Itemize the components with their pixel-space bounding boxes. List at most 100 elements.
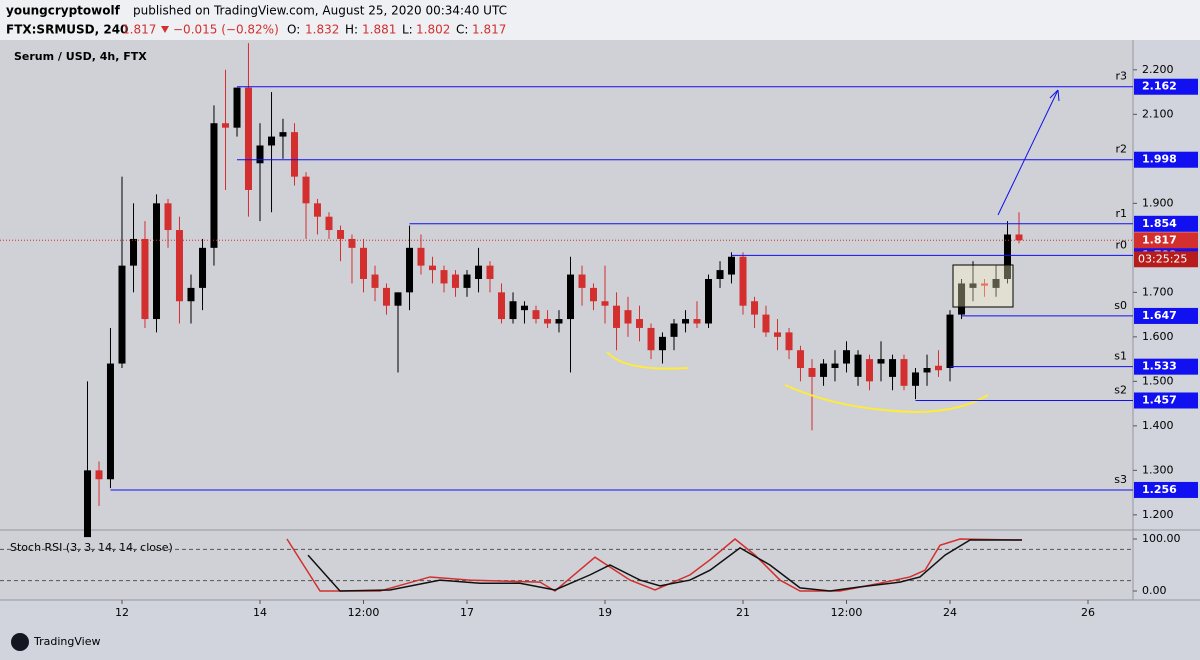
level-name: s1 [1114,350,1127,363]
candle-body [337,230,345,239]
candle-body [934,365,942,371]
candle-body [175,230,183,302]
last-price-label: 1.817 [1142,233,1177,246]
candle-body [394,292,402,306]
last-price-box [1134,232,1198,249]
y-tick-label: 1.900 [1142,196,1174,209]
level-box [1134,307,1198,324]
candle-body [141,238,149,320]
level-name: s3 [1114,473,1127,486]
level-name: s0 [1114,299,1127,312]
candle-body [808,368,816,377]
candle-body [658,336,666,351]
candle-body [923,368,931,373]
level-box [1134,481,1198,498]
y-tick-label: 1.400 [1142,419,1174,432]
candle-body [544,319,552,324]
y-tick-label: 1.600 [1142,330,1174,343]
candle-body [520,305,528,311]
candle-body [498,292,506,320]
candle-body [578,274,586,288]
candle-body [152,203,160,320]
level-value: 1.256 [1142,483,1177,496]
candle-body [969,283,977,288]
candle-body [912,372,920,386]
candle-body [567,274,575,320]
down-arrow [161,26,169,33]
candle-body [820,363,828,377]
highlight-box [952,264,1014,308]
candle-body [1003,234,1011,279]
candle-body [256,145,264,164]
y-tick-label: 1.700 [1142,285,1174,298]
candle-body [244,87,252,190]
candle-body [210,123,218,248]
level-name: r1 [1115,207,1127,220]
candle-body [463,274,471,288]
level-value: 1.457 [1142,393,1177,406]
plot-bg [0,40,1133,530]
y-tick-label: 2.200 [1142,63,1174,76]
header-bg [0,0,1200,40]
yellow-curve [606,351,689,370]
candle-body [118,265,126,364]
candle-body [727,256,735,275]
candle-body [1015,234,1023,241]
quote-price: 1.817 [122,23,156,37]
low-label: L: [402,23,413,37]
y-tick-label: 2.100 [1142,107,1174,120]
yellow-curve [784,384,989,414]
candle-body [359,247,367,279]
stoch-line [307,539,1022,592]
candle-body [187,287,195,302]
high-value: 1.881 [362,23,396,37]
x-tick-label: 12 [115,606,129,619]
x-tick-label: 21 [736,606,750,619]
candle-body [279,132,287,137]
level-value: 2.162 [1142,80,1177,93]
candle-body [992,278,1000,288]
y-tick-label: 100.00 [1142,532,1181,545]
candle-body [509,301,517,320]
candle-body [958,283,966,315]
low-value: 1.802 [416,23,450,37]
y-tick-label: 1.300 [1142,463,1174,476]
candle-body [670,323,678,337]
candle-body [233,87,241,128]
level-name: s2 [1114,383,1127,396]
candle-body [601,301,609,306]
level-box [1134,151,1198,168]
candle-body [762,314,770,333]
published: published on TradingView.com, August 25,… [133,4,507,18]
level-box [1134,78,1198,95]
annotations [606,89,1060,414]
candle-body [716,270,724,279]
arrow-line [997,89,1059,216]
high-label: H: [345,23,358,37]
stoch-bg [0,530,1133,600]
x-tick-label: 19 [598,606,612,619]
candle-body [382,287,390,306]
candle-body [647,327,655,351]
x-tick-label: 12:00 [348,606,380,619]
x-tick-label: 17 [460,606,474,619]
level-box [1134,358,1198,375]
candle-body [854,354,862,377]
symbol: FTX:SRMUSD, 240 [6,23,128,37]
candle-body [889,359,897,377]
candle-body [785,332,793,351]
quote-change: −0.015 (−0.82%) [173,23,279,37]
arrow-head [1049,89,1060,102]
candle-body [739,256,747,306]
x-tick-label: 26 [1081,606,1095,619]
candle-body [199,247,207,288]
y-tick-label: 1.200 [1142,508,1174,521]
candle-body [613,305,621,328]
x-tick-label: 12:00 [831,606,863,619]
x-tick-label: 14 [253,606,267,619]
author: youngcryptowolf [6,4,121,18]
level-box [1134,392,1198,409]
candle-body [417,247,425,266]
candle-body [475,265,483,279]
